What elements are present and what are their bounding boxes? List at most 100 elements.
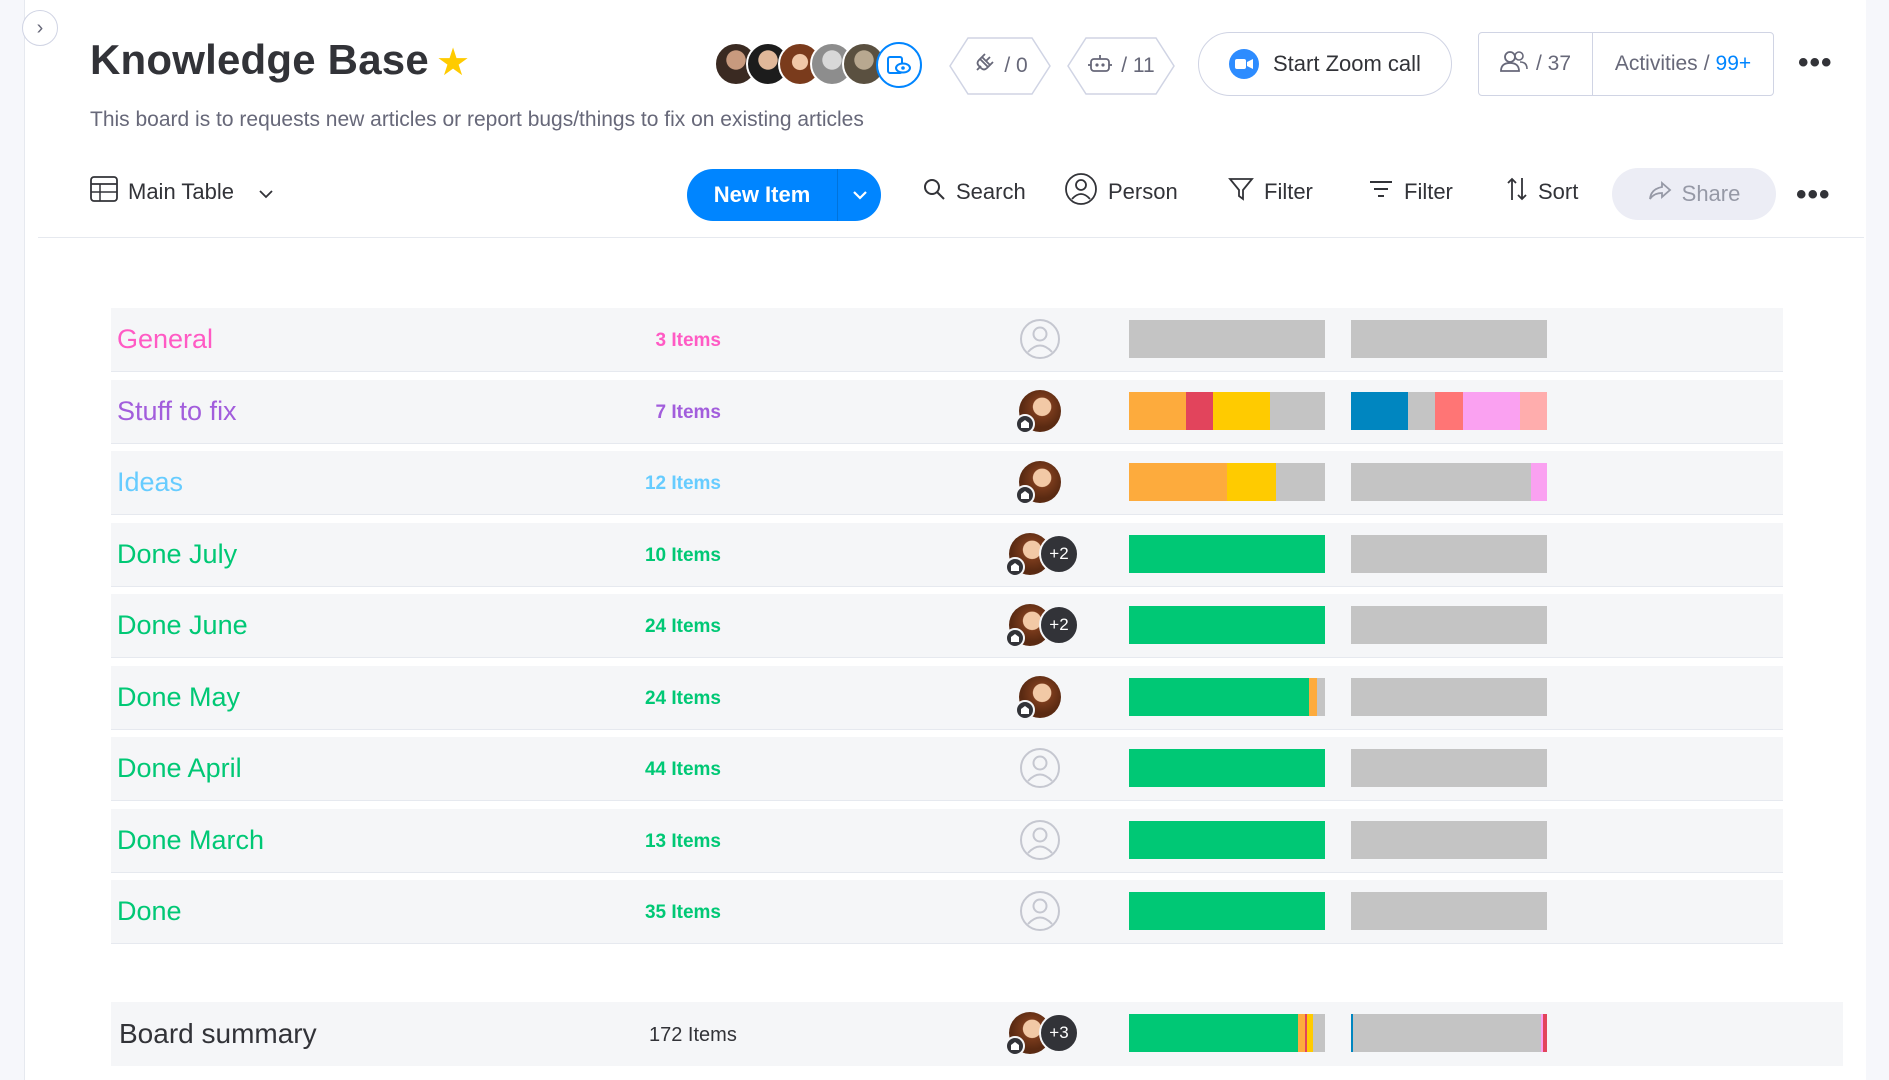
status-battery-bar[interactable] [1129, 320, 1325, 358]
group-people[interactable] [1009, 461, 1109, 505]
priority-segment [1407, 391, 1436, 430]
automations-button[interactable]: / 11 [1066, 36, 1176, 96]
priority-segment [1351, 463, 1532, 501]
status-battery-bar[interactable] [1129, 391, 1325, 430]
board-menu-button[interactable]: ••• [1798, 46, 1833, 79]
group-name[interactable]: General [117, 324, 214, 354]
group-item-count: 7 Items [655, 401, 721, 423]
empty-person-icon[interactable] [1019, 747, 1061, 789]
group-item-count: 3 Items [655, 330, 721, 351]
priority-battery-bar[interactable] [1351, 534, 1547, 573]
new-item-dropdown-icon[interactable] [838, 190, 881, 200]
activities-button[interactable]: Activities / 99+ [1593, 52, 1773, 76]
group-row[interactable]: Done March 13 Items [111, 808, 1783, 873]
group-row[interactable]: Done July 10 Items +2 [111, 522, 1783, 587]
status-battery-bar[interactable] [1129, 892, 1325, 930]
group-row[interactable]: Done 35 Items [111, 880, 1783, 944]
star-icon[interactable]: ★ [436, 42, 471, 84]
chevron-down-icon [258, 179, 274, 205]
group-people[interactable] [1009, 819, 1109, 863]
more-people-badge[interactable]: +3 [1039, 1013, 1079, 1053]
priority-segment [1351, 820, 1547, 859]
integrations-count: / 0 [1004, 54, 1028, 77]
group-row[interactable]: Done June 24 Items +2 [111, 594, 1783, 658]
view-selector[interactable]: Main Table [90, 170, 274, 214]
priority-battery-bar[interactable] [1351, 606, 1547, 644]
more-people-badge[interactable]: +2 [1039, 605, 1079, 645]
priority-battery-bar[interactable] [1351, 320, 1547, 358]
home-badge-icon [1015, 413, 1035, 434]
collapse-sidebar-button[interactable]: › [22, 10, 58, 46]
group-people[interactable]: +2 [1005, 532, 1109, 577]
group-row[interactable]: Stuff to fix 7 Items [111, 379, 1783, 444]
filter-button[interactable]: Filter [1228, 170, 1313, 214]
summary-priority-bar[interactable] [1351, 1014, 1547, 1052]
priority-battery-bar[interactable] [1351, 391, 1547, 430]
person-filter-button[interactable]: Person [1064, 170, 1178, 214]
group-row[interactable]: Ideas 12 Items [111, 451, 1783, 515]
group-people[interactable] [1009, 890, 1109, 934]
group-name[interactable]: Done April [117, 753, 242, 783]
status-segment [1129, 391, 1186, 430]
status-battery-bar[interactable] [1129, 677, 1325, 716]
new-item-button[interactable]: New Item [687, 169, 881, 221]
group-people[interactable] [1009, 675, 1109, 720]
group-name[interactable]: Done June [117, 610, 248, 640]
group-item-count: 24 Items [644, 616, 721, 637]
share-button[interactable]: Share [1612, 168, 1776, 220]
plug-icon [972, 51, 996, 81]
group-row[interactable]: General 3 Items [111, 308, 1783, 372]
summary-priority-segment [1351, 1014, 1353, 1052]
status-battery-bar[interactable] [1129, 820, 1325, 859]
status-battery-bar[interactable] [1129, 534, 1325, 573]
group-name[interactable]: Done March [117, 824, 265, 855]
start-zoom-call-button[interactable]: Start Zoom call [1198, 32, 1452, 96]
more-people-badge[interactable]: +2 [1039, 533, 1079, 574]
search-button[interactable]: Search [922, 170, 1026, 214]
toolbar-menu-button[interactable]: ••• [1796, 178, 1831, 211]
new-item-label: New Item [713, 182, 811, 207]
priority-battery-bar[interactable] [1351, 892, 1547, 930]
status-battery-bar[interactable] [1129, 463, 1325, 501]
status-battery-bar[interactable] [1129, 749, 1325, 787]
priority-segment [1351, 892, 1547, 930]
group-name[interactable]: Done [117, 896, 182, 926]
zoom-icon [1229, 49, 1259, 79]
group-people[interactable] [1009, 318, 1109, 362]
group-row[interactable]: Done May 24 Items [111, 665, 1783, 730]
summary-status-segment [1129, 1014, 1298, 1052]
group-name[interactable]: Done May [117, 681, 241, 712]
priority-battery-bar[interactable] [1351, 463, 1547, 501]
group-item-count: 13 Items [644, 830, 721, 852]
group-row[interactable]: Done April 44 Items [111, 737, 1783, 801]
priority-battery-bar[interactable] [1351, 820, 1547, 859]
status-segment [1270, 391, 1325, 430]
group-people[interactable]: +2 [1005, 604, 1109, 648]
viewers-eye-icon[interactable] [876, 42, 922, 88]
group-item-count: 10 Items [644, 544, 721, 566]
board-description[interactable]: This board is to requests new articles o… [90, 108, 864, 131]
group-name[interactable]: Ideas [117, 467, 184, 497]
status-battery-bar[interactable] [1129, 606, 1325, 644]
group-people[interactable] [1009, 389, 1109, 434]
priority-segment [1351, 391, 1408, 430]
summary-status-bar[interactable] [1129, 1014, 1325, 1052]
status-segment [1276, 463, 1325, 501]
group-name[interactable]: Stuff to fix [117, 395, 237, 426]
priority-battery-bar[interactable] [1351, 749, 1547, 787]
empty-person-icon[interactable] [1019, 318, 1061, 360]
group-name[interactable]: Done July [117, 538, 238, 569]
group-item-count: 44 Items [644, 759, 721, 780]
board-subscribers[interactable] [714, 42, 922, 90]
board-title[interactable]: Knowledge Base [90, 36, 429, 83]
sort-button[interactable]: Sort [1506, 170, 1578, 214]
members-button[interactable]: / 37 [1479, 33, 1593, 95]
advanced-filter-button[interactable]: Filter [1368, 170, 1453, 214]
summary-count: 172 Items [649, 1024, 737, 1046]
empty-person-icon[interactable] [1019, 890, 1061, 932]
integrations-button[interactable]: / 0 [948, 36, 1052, 96]
summary-people[interactable]: +3 [1005, 1012, 1115, 1056]
empty-person-icon[interactable] [1019, 819, 1061, 861]
group-people[interactable] [1009, 747, 1109, 791]
priority-battery-bar[interactable] [1351, 677, 1547, 716]
